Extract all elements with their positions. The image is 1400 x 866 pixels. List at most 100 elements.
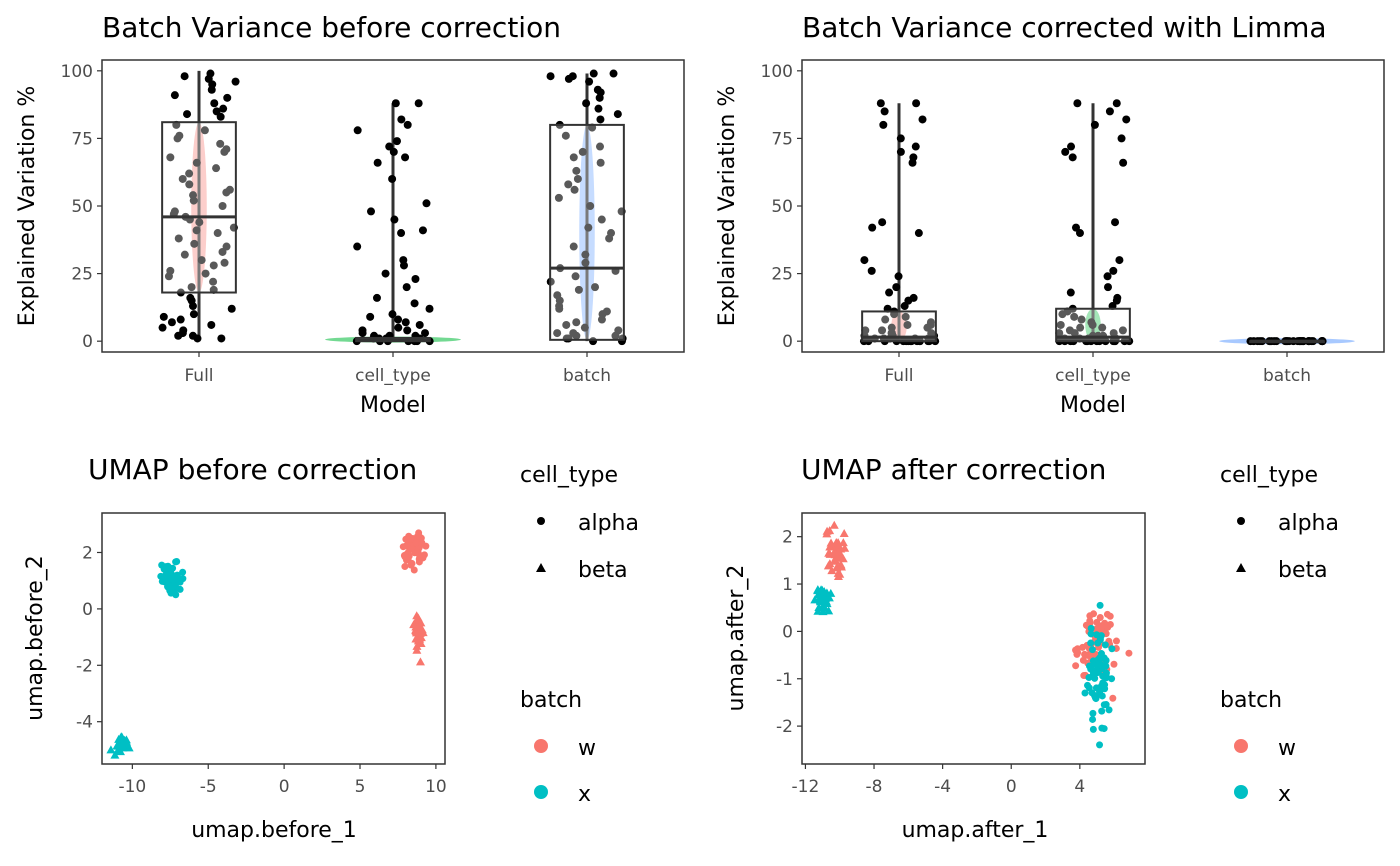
umap-point: [1109, 694, 1117, 702]
data-point: [189, 196, 198, 205]
data-point: [586, 202, 595, 210]
umap-point: [172, 575, 180, 583]
data-point: [180, 72, 189, 81]
data-point: [1118, 326, 1127, 335]
data-point: [582, 99, 591, 108]
data-point: [353, 126, 362, 135]
legend-label-x: x: [1278, 782, 1291, 807]
umap-point: [1087, 630, 1095, 638]
umap-point: [1072, 662, 1080, 670]
data-point: [394, 323, 403, 332]
umap-point: [1102, 656, 1110, 664]
data-point: [561, 131, 570, 140]
data-point: [231, 77, 240, 86]
chart-title: UMAP before correction: [88, 453, 417, 486]
data-point: [210, 99, 219, 108]
data-point: [366, 312, 375, 321]
data-point: [209, 261, 218, 270]
x-tick-label: cell_type: [355, 366, 431, 386]
umap-point: [106, 745, 116, 754]
data-point: [388, 310, 397, 319]
umap-point: [1103, 622, 1111, 630]
data-point: [611, 331, 620, 340]
data-point: [207, 320, 216, 329]
umap-point: [831, 556, 841, 565]
legend-alpha-dot-icon: [537, 517, 545, 525]
umap-point: [179, 568, 187, 576]
data-point: [609, 69, 618, 78]
x-axis-label: Model: [1060, 393, 1126, 418]
x-tick-label: cell_type: [1055, 366, 1131, 386]
umap-point: [173, 558, 181, 566]
x-tick-label: 5: [355, 777, 366, 797]
data-point: [1109, 266, 1118, 275]
data-point: [425, 304, 434, 313]
legend-label-alpha: alpha: [1278, 511, 1339, 536]
data-point: [554, 193, 563, 202]
x-tick-label: Full: [884, 366, 913, 386]
umap-point: [408, 560, 416, 568]
umap-point: [113, 746, 123, 755]
umap-point: [834, 547, 844, 556]
data-point: [394, 315, 403, 324]
umap-point: [1096, 654, 1104, 662]
data-point: [223, 93, 232, 102]
umap-point: [824, 606, 834, 615]
data-point: [1115, 256, 1124, 265]
data-point: [381, 269, 390, 278]
y-tick-label: 0: [782, 622, 793, 642]
data-point: [613, 110, 622, 119]
umap-point: [162, 563, 170, 571]
data-point: [878, 218, 887, 227]
chart-batch-variance-after: Batch Variance corrected with Limma Mode…: [715, 11, 1385, 418]
umap-point: [838, 554, 848, 563]
data-point: [402, 283, 411, 292]
data-point: [1098, 323, 1107, 332]
data-point: [892, 283, 901, 292]
x-tick-label: 10: [425, 777, 447, 797]
data-point: [878, 326, 887, 335]
data-point: [1112, 99, 1121, 108]
umap-point: [833, 568, 843, 577]
umap-point: [176, 585, 184, 593]
data-point: [1119, 158, 1128, 167]
data-point: [192, 226, 201, 235]
data-point: [914, 229, 923, 238]
data-point: [597, 215, 606, 224]
data-point: [414, 99, 423, 108]
legend-label-x: x: [578, 782, 591, 807]
umap-point: [407, 545, 415, 553]
y-tick-label: 25: [71, 265, 93, 285]
data-point: [170, 91, 179, 100]
data-point: [880, 107, 889, 116]
umap-point: [404, 536, 412, 544]
umap-point: [409, 620, 419, 629]
umap-point: [1091, 674, 1099, 682]
data-point: [218, 202, 227, 210]
data-point: [553, 329, 562, 338]
legend-x-dot-icon: [1234, 785, 1248, 799]
data-point: [581, 250, 590, 259]
y-tick-label: 75: [71, 129, 93, 149]
data-point: [227, 304, 236, 313]
data-point: [589, 69, 598, 78]
umap-point: [417, 625, 427, 634]
umap-point: [1125, 649, 1133, 657]
data-point: [896, 147, 905, 156]
data-point: [197, 256, 206, 265]
legend-umap-after: cell_type alpha beta batch w x: [1220, 463, 1339, 807]
x-axis-label: Model: [360, 393, 426, 418]
umap-point: [110, 750, 120, 759]
umap-point: [166, 587, 174, 595]
umap-point: [1101, 681, 1109, 689]
data-point: [555, 304, 564, 313]
data-point: [174, 234, 183, 243]
data-point: [192, 158, 201, 167]
y-tick-label: 2: [82, 543, 93, 563]
data-point: [580, 323, 589, 332]
umap-point: [1093, 631, 1101, 639]
data-point: [392, 137, 401, 146]
umap-point: [412, 628, 422, 637]
data-point: [401, 318, 410, 327]
y-tick-label: 50: [771, 197, 793, 217]
